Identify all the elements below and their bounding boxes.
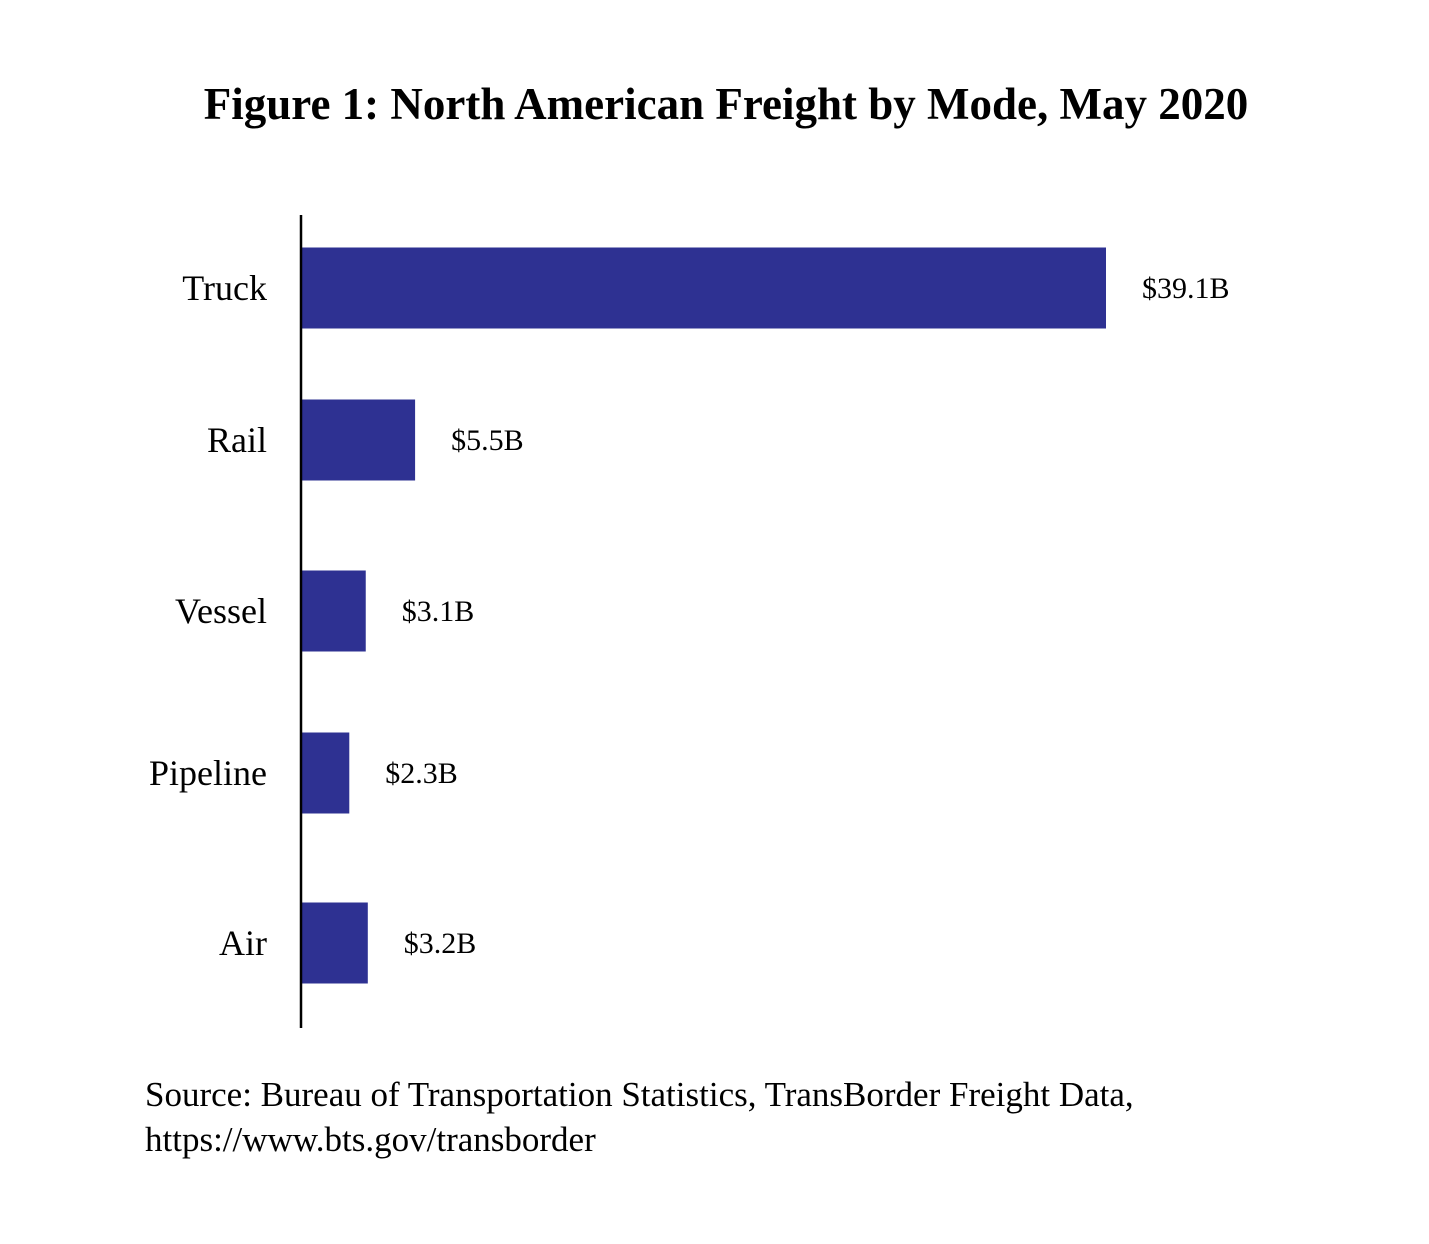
bar-rail (302, 399, 416, 481)
bar-truck (302, 247, 1106, 329)
bar-air (302, 902, 368, 984)
category-label: Air (219, 923, 267, 963)
bar-pipeline (302, 732, 350, 814)
chart-title: Figure 1: North American Freight by Mode… (203, 79, 1249, 129)
category-label: Truck (182, 268, 267, 308)
source-url: https://www.bts.gov/transborder (145, 1120, 596, 1159)
data-label: $3.1B (402, 595, 475, 628)
source-note: Source: Bureau of Transportation Statist… (145, 1075, 1134, 1114)
category-label: Vessel (175, 591, 267, 631)
data-label: $5.5B (451, 424, 524, 457)
bar-vessel (302, 570, 366, 652)
category-label: Pipeline (149, 753, 267, 793)
category-label: Rail (207, 420, 267, 460)
data-label: $3.2B (404, 927, 477, 960)
data-label: $2.3B (385, 757, 458, 790)
data-label: $39.1B (1142, 272, 1230, 305)
